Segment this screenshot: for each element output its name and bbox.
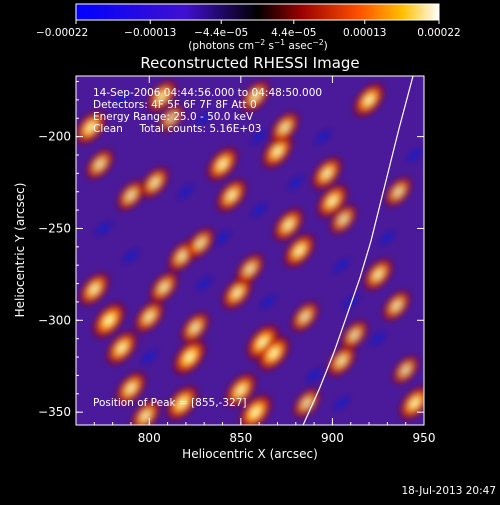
emission-blob <box>113 369 149 408</box>
negative-region <box>172 179 200 205</box>
colorbar-ticks: −0.00022 −0.00013 −4.4e−05 4.4e−05 0.00013 0.… <box>36 20 461 39</box>
emission-blob <box>288 298 322 335</box>
colorbar-tick-label: 4.4e−05 <box>271 27 316 39</box>
emission-blob <box>214 176 250 215</box>
colorbar-tick-label: −0.00022 <box>36 27 88 39</box>
negative-region <box>117 243 145 269</box>
emission-blob <box>390 352 422 387</box>
emission-blob <box>103 328 140 368</box>
emission-blob <box>338 317 371 353</box>
emission-blob <box>351 80 388 120</box>
emission-blob <box>184 225 217 262</box>
negative-region <box>309 124 337 149</box>
emission-blob <box>137 164 172 201</box>
negative-region <box>108 87 136 113</box>
emission-blob <box>327 201 360 237</box>
emission-blob <box>270 205 307 244</box>
emission-blob <box>238 77 273 115</box>
plot-frame <box>75 75 425 426</box>
y-tick-label: −300 <box>38 313 71 327</box>
emission-blob <box>380 287 413 324</box>
negative-region <box>364 326 392 352</box>
annotation-clean-counts: Clean Total counts: 5.16E+03 <box>93 123 262 135</box>
annotations: 14-Sep-2006 04:44:56.000 to 04:48:50.000… <box>93 87 322 409</box>
annotation-detectors: Detectors: 4F 5F 6F 7F 8F Att 0 <box>93 99 257 111</box>
footer-timestamp: 18-Jul-2013 20:47 <box>401 485 496 497</box>
emission-blob <box>170 336 209 378</box>
y-tick-label: −250 <box>38 221 71 235</box>
emission-blob <box>178 309 212 346</box>
y-tick-label: −350 <box>38 405 71 419</box>
emission-sources <box>76 77 424 425</box>
plot-area <box>76 76 424 425</box>
colorbar-label: (photons cm−2 s−1 asec−2) <box>188 38 327 52</box>
chart-title: Reconstructed RHESSI Image <box>140 54 359 72</box>
negative-region <box>300 363 328 388</box>
emission-blob <box>76 107 109 148</box>
negative-region <box>254 289 282 315</box>
emission-blob <box>132 297 167 336</box>
solar-limb-curve <box>302 76 414 425</box>
emission-blob <box>382 174 415 210</box>
annotation-time-range: 14-Sep-2006 04:44:56.000 to 04:48:50.000 <box>93 87 322 99</box>
negative-region <box>190 271 218 296</box>
emission-blob <box>128 397 163 425</box>
negative-region <box>190 105 218 131</box>
annotation-peak-position: Position of Peak = [855,-327] <box>93 397 247 409</box>
y-axis: −200 −250 −300 −350 <box>38 81 424 419</box>
negative-region <box>282 170 310 195</box>
y-axis-label: Heliocentric Y (arcsec) <box>13 183 27 318</box>
emission-blob <box>236 391 275 425</box>
negative-region <box>208 225 237 251</box>
negative-region <box>373 225 401 251</box>
emission-blob <box>76 269 112 309</box>
negative-region <box>245 197 273 223</box>
emission-blob <box>163 382 201 423</box>
colorbar-gradient <box>75 3 440 21</box>
negative-region <box>328 390 356 416</box>
colorbar: −0.00022 −0.00013 −4.4e−05 4.4e−05 0.00013 0.… <box>36 3 461 52</box>
negative-region <box>89 216 118 241</box>
negative-region <box>135 344 163 370</box>
emission-blob <box>290 385 323 421</box>
emission-blob <box>233 250 267 287</box>
x-axis: 800 850 900 950 <box>93 76 436 445</box>
x-tick-label: 850 <box>229 431 252 445</box>
y-tick-label: −200 <box>38 130 71 144</box>
emission-blob <box>147 268 181 306</box>
colorbar-tick-label: 0.00022 <box>417 27 460 39</box>
emission-blob <box>361 255 396 294</box>
colorbar-tick-label: 0.00013 <box>343 27 386 39</box>
emission-blob <box>267 109 302 146</box>
emission-blob <box>83 146 117 183</box>
emission-blob <box>281 230 318 271</box>
emission-blob <box>156 101 187 135</box>
emission-blob <box>255 333 293 374</box>
negative-region <box>401 142 424 168</box>
annotation-energy-range: Energy Range: 25.0 - 50.0 keV <box>93 111 254 123</box>
negative-region <box>245 124 273 149</box>
x-tick-label: 950 <box>413 431 436 445</box>
negative-region <box>337 289 365 315</box>
negative-flux-regions <box>89 87 424 416</box>
x-tick-label: 900 <box>321 431 344 445</box>
x-tick-label: 800 <box>138 431 161 445</box>
colorbar-tick-label: −4.4e−05 <box>194 27 248 39</box>
x-axis-label: Heliocentric X (arcsec) <box>182 447 318 461</box>
negative-region <box>328 252 356 278</box>
emission-blob <box>90 299 128 341</box>
colorbar-tick-label: −0.00013 <box>124 27 176 39</box>
emission-blob <box>204 144 241 184</box>
